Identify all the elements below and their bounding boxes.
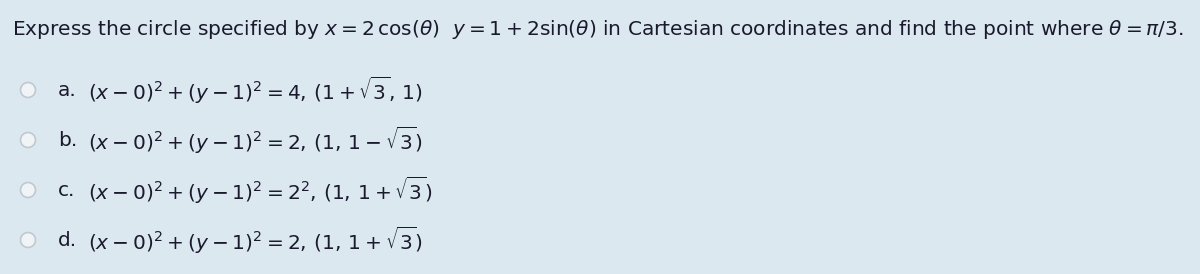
Text: $(x - 0)^2 + (y - 1)^2 = 2,\,(1,\,1 - \sqrt{3})$: $(x - 0)^2 + (y - 1)^2 = 2,\,(1,\,1 - \s…: [88, 124, 422, 156]
Text: b.: b.: [58, 130, 77, 150]
Text: $(x - 0)^2 + (y - 1)^2 = 4,\,(1 + \sqrt{3},\,1)$: $(x - 0)^2 + (y - 1)^2 = 4,\,(1 + \sqrt{…: [88, 75, 422, 105]
Text: $(x - 0)^2 + (y - 1)^2 = 2^2,\,(1,\,1 + \sqrt{3})$: $(x - 0)^2 + (y - 1)^2 = 2^2,\,(1,\,1 + …: [88, 174, 432, 206]
Circle shape: [20, 133, 36, 147]
Text: Express the circle specified by $x = 2\,\cos(\theta)$  $y = 1 + 2\sin(\theta)$ i: Express the circle specified by $x = 2\,…: [12, 18, 1183, 41]
Text: $(x - 0)^2 + (y - 1)^2 = 2,\,(1,\,1 + \sqrt{3})$: $(x - 0)^2 + (y - 1)^2 = 2,\,(1,\,1 + \s…: [88, 224, 422, 256]
Text: a.: a.: [58, 81, 77, 99]
Circle shape: [20, 182, 36, 198]
Text: d.: d.: [58, 230, 77, 250]
Text: c.: c.: [58, 181, 76, 199]
Circle shape: [20, 82, 36, 98]
Circle shape: [20, 233, 36, 247]
